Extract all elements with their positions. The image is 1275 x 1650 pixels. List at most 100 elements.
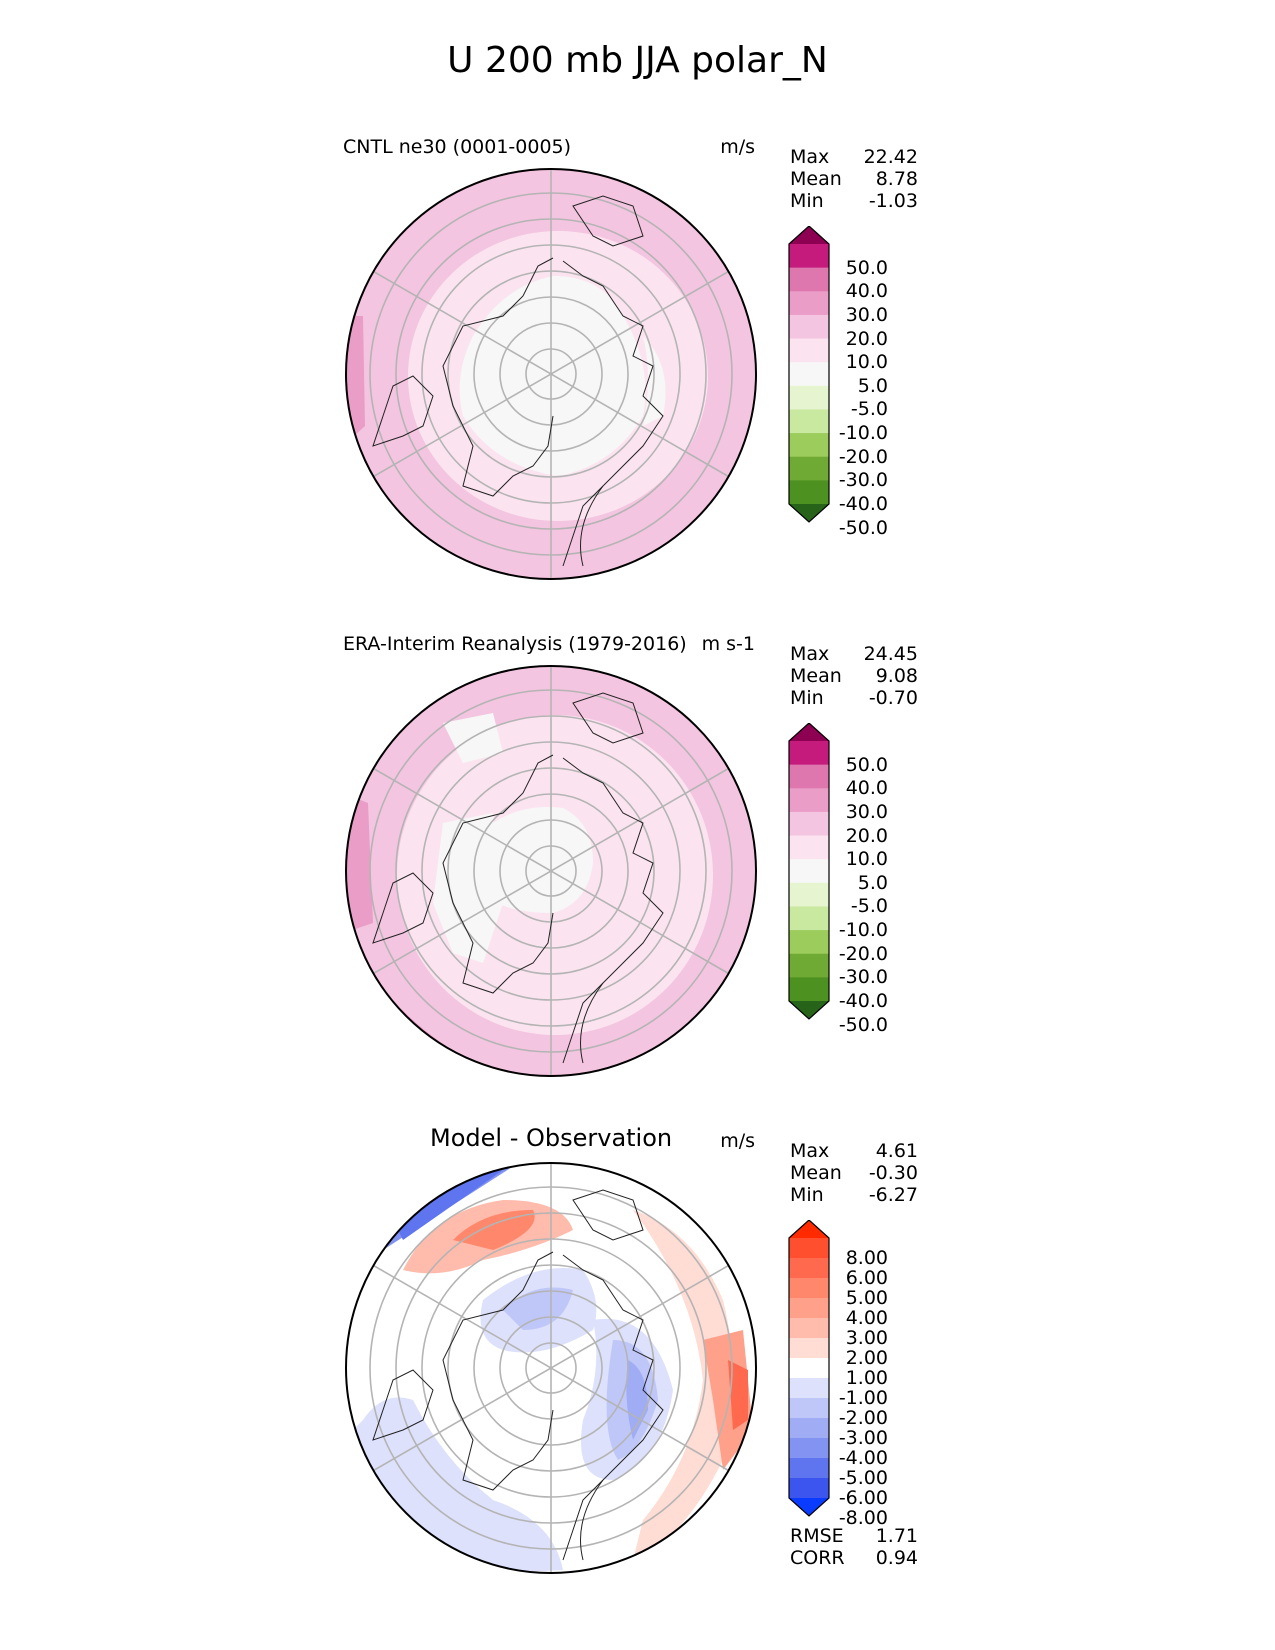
graticule	[369, 666, 733, 1076]
colorbar-segment	[789, 480, 829, 505]
colorbar-outline	[788, 1220, 830, 1517]
polar-map-diff	[345, 1162, 757, 1574]
colorbar-segment	[789, 811, 829, 837]
colorbar-tick-label: 1.00	[845, 1367, 888, 1389]
stat-value: 9.08	[875, 665, 918, 687]
figure-title: U 200 mb JJA polar_N	[447, 40, 828, 81]
colorbar-tick-label: 40.0	[845, 777, 888, 800]
colorbar-tick-label: -50.0	[838, 516, 888, 539]
colorbar-segment	[789, 1298, 829, 1319]
colorbar-segment	[789, 456, 829, 481]
graticule	[369, 1163, 733, 1573]
panel-diff: Model - Observation m/s Max 4.61 Mean -0.3…	[0, 1124, 1275, 1600]
colorbar-segment	[789, 1258, 829, 1279]
colorbar-segment	[789, 741, 829, 766]
colorbar-segment	[789, 314, 829, 340]
map-border	[345, 665, 757, 1077]
colorbar-tick-label: 10.0	[845, 848, 888, 871]
polar-map-cntl	[345, 168, 757, 580]
stat-value: 22.42	[863, 146, 918, 168]
colorbar-tick-label: -10.0	[838, 919, 888, 942]
stat-label: Min	[790, 687, 824, 709]
graticule	[369, 169, 733, 579]
colorbar-tick-label: 5.0	[857, 374, 888, 397]
colorbar-tick-label: 3.00	[845, 1327, 888, 1349]
colorbar-extend-bottom	[789, 504, 829, 522]
colorbar-tick-label: -6.00	[838, 1487, 888, 1509]
panel-units: m/s	[720, 136, 755, 158]
colorbar-tick-label: -8.00	[838, 1507, 888, 1529]
colorbar-segment	[789, 788, 829, 813]
stat-label: CORR	[790, 1547, 845, 1569]
stat-label: Max	[790, 146, 830, 168]
colorbar-segment	[789, 1338, 829, 1359]
colorbar-tick-label: -5.0	[850, 895, 888, 918]
colorbar-segment	[789, 1358, 829, 1379]
colorbar-tick-label: 4.00	[845, 1307, 888, 1329]
colorbar-tick-label: 8.00	[845, 1247, 888, 1269]
stat-label: Mean	[790, 1162, 842, 1184]
panel-title: Model - Observation	[430, 1124, 673, 1152]
stat-value: 24.45	[863, 643, 918, 665]
map-border	[345, 1162, 757, 1574]
colorbar-extend-bottom	[789, 1001, 829, 1019]
stat-label: RMSE	[790, 1525, 844, 1547]
colorbar-tick-label: -20.0	[838, 942, 888, 965]
colorbar-tick-label: 30.0	[845, 303, 888, 326]
colorbar-tick-label: -30.0	[838, 469, 888, 492]
colorbar-tick-label: 30.0	[845, 800, 888, 823]
colorbar-tick-label: 20.0	[845, 327, 888, 350]
stat-label: Mean	[790, 665, 842, 687]
stat-value: 1.71	[875, 1525, 918, 1547]
colorbar-tick-label: -2.00	[838, 1407, 888, 1429]
colorbar-segment	[789, 433, 829, 458]
colorbar-tick-label: 6.00	[845, 1267, 888, 1289]
colorbar-segment	[789, 1278, 829, 1299]
stat-value: -0.70	[868, 687, 918, 709]
stat-value: 8.78	[875, 168, 918, 190]
stat-label: Mean	[790, 168, 842, 190]
stat-value: 4.61	[875, 1140, 918, 1162]
stat-value: -6.27	[868, 1184, 918, 1206]
colorbar-tick-label: -40.0	[838, 493, 888, 515]
colorbar-segment	[789, 930, 829, 955]
colorbar-tick-label: -5.00	[838, 1467, 888, 1489]
colorbar-outline	[788, 723, 830, 1020]
coastlines	[372, 195, 664, 567]
colorbar-segment	[789, 764, 829, 789]
colorbar-tick-label: 50.0	[845, 256, 888, 279]
colorbar-segment	[789, 882, 829, 907]
panel-title: CNTL ne30 (0001-0005)	[343, 136, 572, 158]
colorbar-obs	[788, 723, 830, 1020]
colorbar-segment	[789, 409, 829, 434]
stat-value: 0.94	[875, 1547, 918, 1569]
panel-obs: ERA-Interim Reanalysis (1979-2016) m s-1…	[0, 633, 1275, 1103]
colorbar-segment	[789, 1378, 829, 1399]
colorbar-tick-label: 50.0	[845, 753, 888, 776]
colorbar-segment	[789, 244, 829, 269]
panel-title: ERA-Interim Reanalysis (1979-2016)	[343, 633, 687, 655]
colorbar-segment	[789, 362, 829, 387]
stat-label: Max	[790, 1140, 830, 1162]
colorbar-tick-label: -1.00	[838, 1387, 888, 1409]
colorbar-tick-label: -3.00	[838, 1427, 888, 1449]
colorbar-segment	[789, 385, 829, 410]
coastlines	[372, 692, 664, 1064]
colorbar-tick-label: 5.00	[845, 1287, 888, 1309]
colorbar-segment	[789, 906, 829, 931]
colorbar-segment	[789, 1478, 829, 1499]
colorbar-extend-top	[789, 723, 829, 741]
colorbar-tick-label: -5.0	[850, 398, 888, 421]
error-stats: RMSE 1.71 CORR 0.94	[790, 1525, 918, 1569]
colorbar-tick-label: 40.0	[845, 280, 888, 303]
colorbar-segment	[789, 953, 829, 978]
colorbar-segment	[789, 977, 829, 1002]
colorbar-segment	[789, 267, 829, 292]
panel-stats: Max 24.45 Mean 9.08 Min -0.70	[790, 643, 918, 709]
colorbar-segment	[789, 1418, 829, 1439]
colorbar-tick-label: 5.0	[857, 871, 888, 894]
colorbar-segment	[789, 835, 829, 860]
stat-label: Min	[790, 190, 824, 212]
colorbar-extend-bottom	[789, 1498, 829, 1516]
colorbar-segment	[789, 1398, 829, 1419]
